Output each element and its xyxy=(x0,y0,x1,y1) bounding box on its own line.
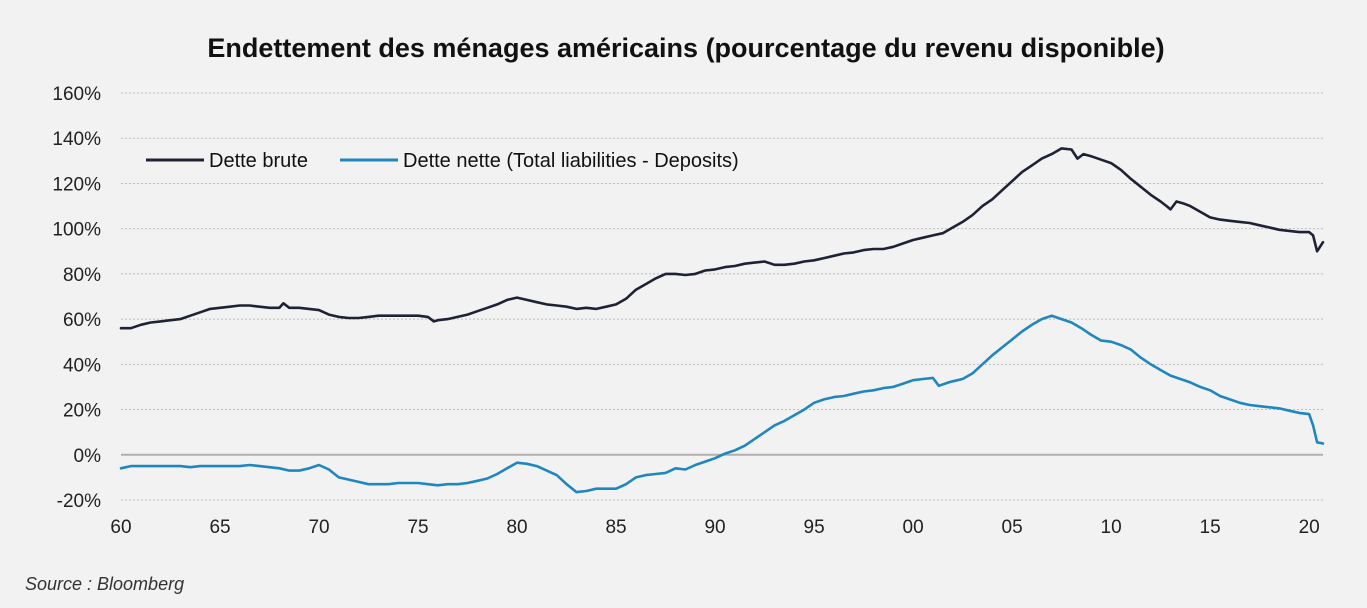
x-axis-tick-labels: 60 65 70 75 80 85 90 95 00 05 10 15 20 xyxy=(110,517,1319,538)
x-tick-label: 20 xyxy=(1299,517,1320,538)
x-tick-label: 85 xyxy=(605,517,626,538)
y-tick-label: 120% xyxy=(52,174,101,195)
x-tick-label: 95 xyxy=(804,517,825,538)
y-tick-label: 20% xyxy=(63,401,101,422)
y-axis-tick-labels: -20% 0% 20% 40% 60% 80% 100% 120% 140% 160% xyxy=(52,84,101,512)
legend: Dette brute Dette nette (Total liabilitie… xyxy=(146,150,739,172)
y-tick-label: 0% xyxy=(74,446,102,467)
x-tick-label: 10 xyxy=(1101,517,1122,538)
x-tick-label: 75 xyxy=(407,517,428,538)
y-tick-label: 40% xyxy=(63,355,101,376)
legend-label: Dette nette (Total liabilities - Deposit… xyxy=(403,150,739,172)
x-tick-label: 90 xyxy=(704,517,725,538)
chart-title: Endettement des ménages américains (pour… xyxy=(207,33,1164,63)
x-tick-label: 70 xyxy=(308,517,329,538)
y-tick-label: 160% xyxy=(52,84,101,105)
x-tick-label: 65 xyxy=(209,517,230,538)
x-tick-label: 05 xyxy=(1002,517,1023,538)
y-tick-label: 80% xyxy=(63,265,101,286)
y-tick-label: -20% xyxy=(57,491,101,512)
y-tick-label: 140% xyxy=(52,129,101,150)
series-line-2 xyxy=(119,314,1325,494)
x-tick-label: 15 xyxy=(1200,517,1221,538)
legend-label: Dette brute xyxy=(209,150,308,172)
y-tick-label: 100% xyxy=(52,220,101,241)
series-line-1 xyxy=(119,147,1325,330)
y-tick-label: 60% xyxy=(63,310,101,331)
series-lines xyxy=(119,147,1325,494)
x-tick-label: 80 xyxy=(506,517,527,538)
gridlines xyxy=(121,92,1323,501)
source-note: Source : Bloomberg xyxy=(25,574,184,594)
x-tick-label: 60 xyxy=(110,517,131,538)
x-tick-label: 00 xyxy=(903,517,924,538)
